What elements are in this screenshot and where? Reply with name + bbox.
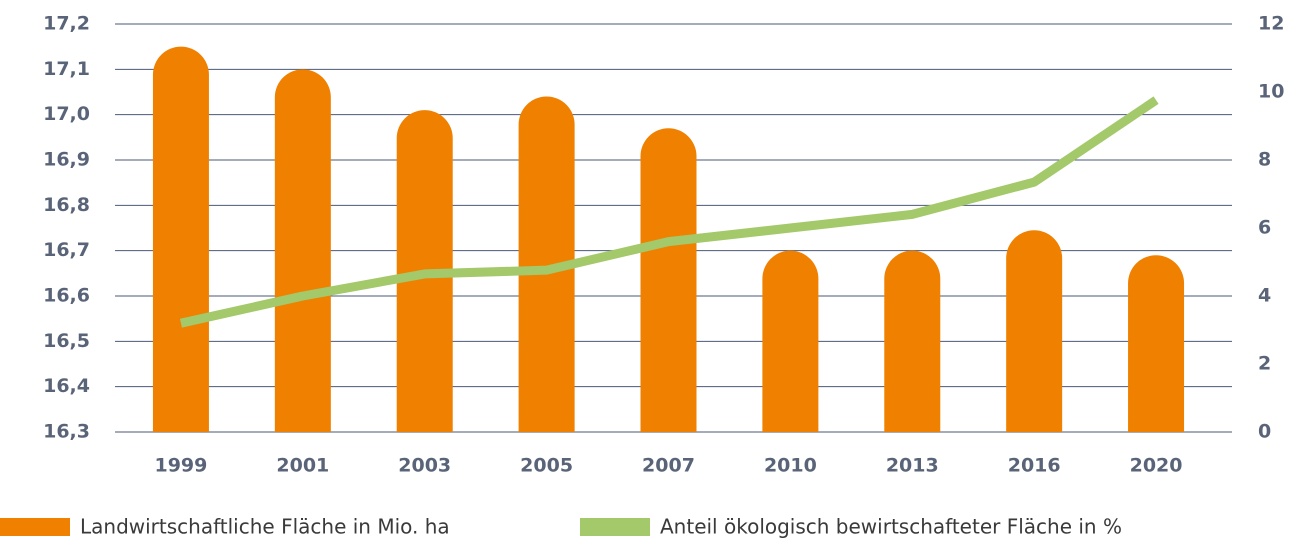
bar: [762, 250, 819, 432]
x-tick-label: 1999: [154, 455, 207, 477]
bar: [274, 69, 331, 432]
y2-tick-label: 12: [1258, 13, 1284, 35]
y2-tick-label: 2: [1258, 353, 1271, 375]
y-tick-label: 17,1: [43, 58, 90, 80]
y-tick-label: 17,0: [43, 103, 90, 125]
line: [179, 96, 1159, 328]
x-tick-label: 2010: [764, 455, 817, 477]
bar: [884, 250, 941, 432]
x-tick-label: 2020: [1130, 455, 1183, 477]
bar: [640, 128, 697, 433]
x-tick-label: 2003: [398, 455, 451, 477]
bar: [152, 46, 209, 433]
x-tick-label: 2016: [1008, 455, 1061, 477]
y-tick-label: 16,4: [43, 375, 90, 397]
bar: [1006, 230, 1063, 432]
legend-label: Landwirtschaftliche Fläche in Mio. ha: [80, 515, 450, 539]
y2-tick-label: 10: [1258, 81, 1284, 103]
legend-swatch: [0, 518, 70, 536]
x-tick-label: 2001: [276, 455, 329, 477]
legend-label: Anteil ökologisch bewirtschafteter Fläch…: [660, 515, 1122, 539]
y-tick-label: 16,7: [43, 239, 90, 261]
bar: [1128, 255, 1185, 432]
legend-swatch: [580, 518, 650, 536]
y-tick-label: 17,2: [43, 13, 90, 35]
x-tick-label: 2007: [642, 455, 695, 477]
x-tick-label: 2013: [886, 455, 939, 477]
y-tick-label: 16,5: [43, 330, 90, 352]
y-tick-label: 16,9: [43, 149, 90, 171]
bar: [518, 96, 575, 433]
x-tick-label: 2005: [520, 455, 573, 477]
y2-tick-label: 8: [1258, 149, 1271, 171]
y-tick-label: 16,8: [43, 194, 90, 216]
y-tick-label: 16,6: [43, 285, 90, 307]
y2-tick-label: 4: [1258, 285, 1271, 307]
y2-tick-label: 6: [1258, 217, 1271, 239]
y-tick-label: 16,3: [43, 421, 90, 443]
y2-tick-label: 0: [1258, 421, 1271, 443]
